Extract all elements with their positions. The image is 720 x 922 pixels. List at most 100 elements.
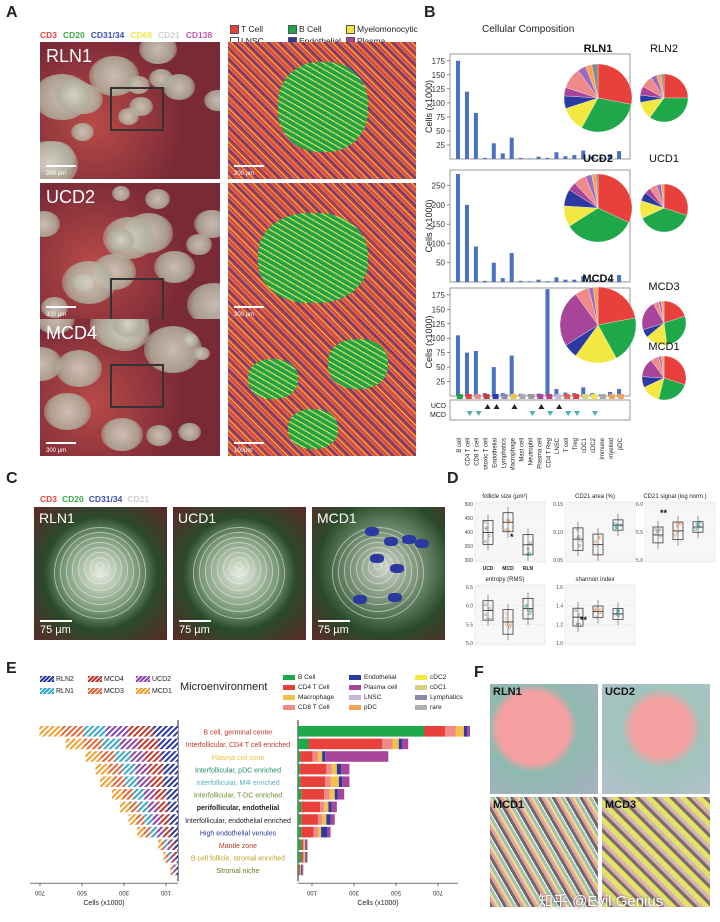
pie-mcd1 (641, 355, 687, 401)
microenvironment-label: Mantle zone (219, 843, 257, 850)
follicle (112, 319, 144, 338)
stacked-bar-segment (298, 738, 309, 750)
stacked-bar-segment (298, 789, 302, 800)
data-point (673, 533, 677, 537)
follicle (44, 392, 92, 430)
data-point (694, 527, 698, 531)
scale-bar-label: 300 µm (234, 312, 255, 318)
stacked-bar-segment (298, 726, 424, 737)
hatched-bar-segment (129, 801, 139, 813)
hatched-bar-segment (165, 852, 169, 863)
sample-legend-item: UCD2 (136, 676, 171, 683)
bar (545, 289, 550, 396)
image-rln1-fluorescence: RLN1 200 µm (40, 42, 220, 179)
follicle-region (258, 213, 368, 303)
hatched-bar-segment (160, 814, 170, 825)
y-tick-label: 150 (432, 71, 446, 80)
hatched-bar-segment (172, 864, 174, 876)
panel-e-title: Microenvironment (180, 681, 268, 693)
celltype-legend-item: B Cell (283, 674, 315, 681)
legend-swatch (230, 25, 239, 35)
bar (608, 278, 613, 282)
y-axis-label: Cells (x1000) (424, 199, 434, 252)
down-marker (475, 411, 482, 416)
pie-slice (661, 300, 665, 324)
stacked-bar-segment (321, 826, 328, 838)
legend-label: B Cell (298, 674, 316, 681)
hatched-bar-segment (125, 776, 138, 787)
panel-label-a: A (6, 4, 18, 21)
bar (473, 112, 478, 159)
stacked-bar-segment (326, 763, 332, 775)
y-tick-label: 6.0 (636, 502, 643, 508)
pie-label: RLN1 (584, 43, 613, 55)
fdc-network (205, 537, 273, 605)
fdc-network (90, 557, 110, 577)
pie-slice (593, 286, 599, 326)
bar (491, 143, 496, 159)
down-marker (547, 411, 554, 416)
category-color-chip (492, 394, 499, 399)
follicle (194, 209, 220, 239)
bar (518, 157, 523, 159)
bar (527, 281, 532, 282)
fdc-network (54, 527, 146, 619)
tile-label: MCD1 (493, 799, 525, 811)
bar (500, 278, 505, 282)
data-point (526, 547, 530, 551)
hatched-bar-segment (172, 852, 176, 863)
celltype-legend-item: Macrophage (283, 694, 334, 701)
hatched-bar-segment (144, 751, 162, 762)
panel-e-chart: B cell, germinal center Interfollicular, … (30, 720, 470, 907)
stacked-bar-segment (312, 751, 318, 762)
stacked-bar-segment (300, 763, 327, 775)
y-axis-label: Cells (x1000) (424, 315, 434, 368)
legend-swatch (415, 694, 427, 700)
stacked-bar-segment (326, 814, 331, 825)
stacked-bar-segment (337, 789, 345, 800)
follicle (192, 346, 210, 361)
tile-label: UCD2 (605, 686, 635, 698)
data-point (615, 612, 618, 616)
data-point (678, 522, 682, 526)
bar (545, 157, 550, 159)
x-tick-label: RLN (523, 566, 534, 572)
stacked-bar-segment (298, 763, 301, 775)
y-tick-label: 450 (465, 516, 474, 522)
hatched-bar-segment (163, 852, 166, 863)
data-point (597, 536, 601, 540)
hatched-bar-segment (150, 826, 157, 838)
image-ucd2-fluorescence: UCD2 300 µm (40, 183, 220, 320)
stacked-bar-segment (467, 726, 470, 737)
hatched-bar-segment (128, 814, 137, 825)
y-tick-label: 5.5 (466, 622, 473, 628)
hatched-bar-segment (144, 814, 153, 825)
hatched-swatch (40, 676, 54, 683)
legend-label: T Cell (241, 24, 264, 34)
x-tick-label: 500 (76, 889, 87, 895)
stacked-bar-segment (330, 776, 339, 787)
stacked-bar-segment (398, 738, 402, 750)
pie-slice (649, 97, 689, 123)
y-tick-label: 100 (432, 239, 446, 248)
x-axis-label: Cells (x1000) (83, 900, 124, 907)
sample-legend-item: MCD3 (88, 688, 124, 695)
legend-label: CD8 T Cell (298, 704, 330, 711)
bar (581, 150, 586, 159)
legend-label: Myelomonocytic (357, 24, 418, 34)
legend-swatch (349, 684, 361, 690)
follicle (101, 417, 144, 452)
boxplot-4: shannon index 1.0 1.2 1.4 1.6 ** (556, 577, 636, 647)
stacked-bar-segment (298, 864, 300, 876)
hatched-bar-segment (133, 789, 144, 800)
scale-bar (40, 620, 72, 622)
category-label: Endothelial (493, 438, 499, 468)
stacked-bar-segment (329, 789, 335, 800)
stacked-bar-segment (342, 776, 350, 787)
significance-mark: ** (660, 508, 668, 518)
hatched-bar-segment (158, 839, 162, 850)
pie-ucd2 (563, 173, 633, 243)
bar (509, 355, 514, 396)
follicle-region (288, 409, 338, 449)
data-point (615, 527, 619, 531)
